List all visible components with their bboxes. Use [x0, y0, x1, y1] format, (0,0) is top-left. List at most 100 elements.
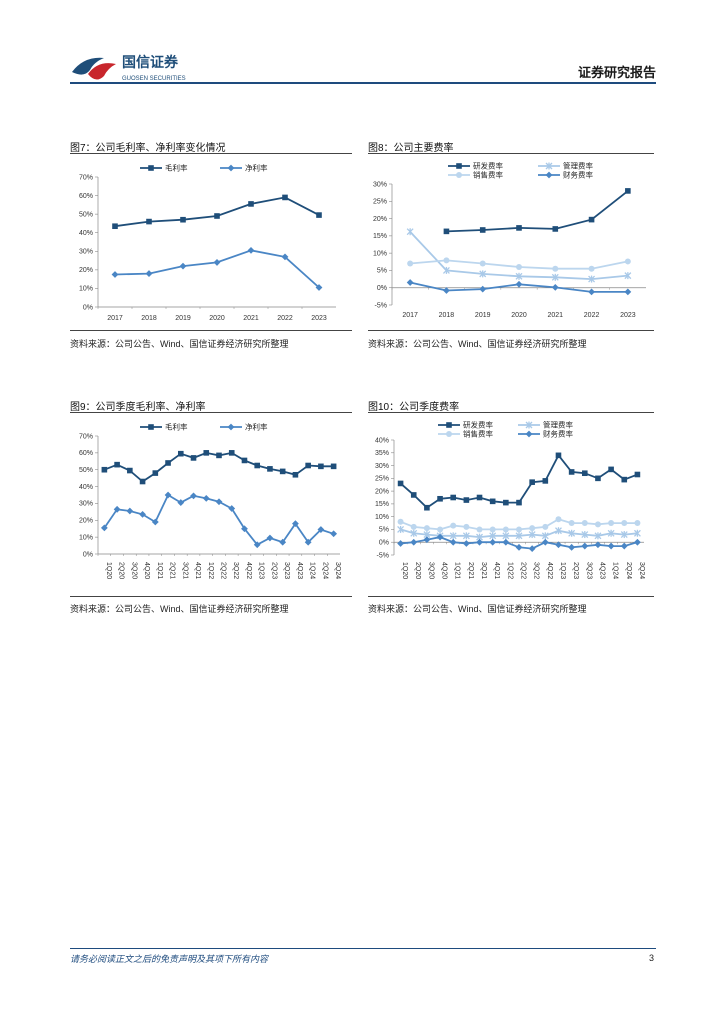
- data-point: [449, 532, 457, 540]
- series-line: [409, 231, 628, 281]
- figure-8-bottom-rule: [368, 330, 654, 331]
- data-point: [552, 226, 559, 232]
- data-point: [410, 492, 417, 498]
- data-point: [463, 497, 470, 503]
- figure-9-chart: 0% 10% 20% 30% 40% 50% 60% 70% 1Q20 2Q20 3Q20 4Q20 1…: [79, 422, 341, 580]
- data-point: [214, 213, 220, 219]
- data-point: [213, 259, 221, 266]
- data-point: [424, 504, 430, 511]
- data-point: [608, 520, 615, 527]
- series-2: [397, 516, 641, 533]
- data-point: [551, 273, 559, 281]
- y-tick-label: 70%: [79, 174, 93, 181]
- legend-marker: [456, 172, 462, 178]
- data-point: [625, 188, 631, 194]
- x-tick-label: 1Q21: [156, 562, 163, 579]
- data-point: [101, 466, 108, 473]
- y-tick-label: 20%: [375, 488, 389, 495]
- x-tick-label: 2023: [311, 315, 327, 322]
- data-point: [423, 525, 430, 532]
- x-tick-label: 4Q23: [598, 562, 605, 579]
- header-divider: [70, 82, 656, 84]
- data-point: [588, 275, 596, 283]
- x-tick-label: 2Q23: [572, 562, 579, 579]
- x-tick-label: 3Q21: [480, 562, 487, 579]
- data-point: [330, 530, 338, 538]
- y-tick-label: 25%: [373, 199, 387, 206]
- figure-8-source: 资料来源：公司公告、Wind、国信证券经济研究所整理: [368, 339, 587, 349]
- x-tick-label: 2022: [584, 312, 600, 319]
- figure-10-top-rule: [368, 412, 654, 413]
- x-tick-label: 1Q22: [207, 562, 214, 579]
- x-tick-label: 3Q22: [533, 562, 540, 579]
- figure-9-title: 图9：公司季度毛利率、净利率: [70, 402, 206, 413]
- y-tick-label: 30%: [79, 249, 93, 256]
- x-tick-label: 2020: [511, 312, 527, 319]
- data-point: [406, 228, 414, 236]
- data-point: [529, 525, 536, 532]
- y-tick-label: 15%: [375, 501, 389, 508]
- x-tick-label: 1Q20: [401, 562, 408, 579]
- data-point: [515, 272, 523, 280]
- data-point: [634, 520, 641, 527]
- data-point: [541, 532, 549, 540]
- data-point: [594, 532, 602, 540]
- legend-label: 研发费率: [463, 420, 493, 430]
- data-point: [112, 223, 118, 230]
- data-point: [253, 541, 261, 549]
- data-point: [516, 526, 522, 533]
- data-point: [555, 516, 562, 523]
- x-tick-label: 2Q22: [520, 562, 527, 579]
- data-point: [190, 492, 197, 500]
- data-point: [146, 218, 152, 225]
- data-point: [397, 540, 404, 547]
- footer-divider: [70, 948, 656, 949]
- figure-10-title: 图10：公司季度费率: [368, 402, 460, 413]
- data-point: [515, 280, 523, 288]
- series-1: [406, 228, 632, 283]
- figure-8-chart: -5% 0% 5% 10% 15% 20% 25% 30% 2017 2018 2019 2020 20…: [373, 161, 646, 319]
- y-tick-label: 35%: [375, 450, 389, 457]
- y-tick-label: 30%: [375, 463, 389, 470]
- figure-10-source: 资料来源：公司公告、Wind、国信证券经济研究所整理: [368, 604, 587, 614]
- y-tick-label: 20%: [373, 216, 387, 223]
- data-point: [202, 494, 210, 502]
- data-point: [607, 529, 615, 537]
- data-point: [410, 529, 418, 537]
- x-tick-label: 2Q20: [118, 562, 125, 579]
- figure-9-bottom-rule: [70, 596, 352, 597]
- x-tick-label: 2022: [277, 315, 293, 322]
- data-point: [152, 470, 159, 476]
- series-line: [114, 196, 320, 228]
- data-point: [449, 538, 457, 546]
- y-tick-label: 10%: [79, 534, 93, 541]
- data-point: [542, 478, 549, 484]
- data-point: [624, 258, 631, 265]
- data-point: [516, 499, 522, 506]
- data-point: [407, 260, 414, 267]
- company-logo: 国信证券 GUOSEN SECURITIES: [70, 50, 220, 86]
- y-tick-label: 10%: [373, 250, 387, 257]
- data-point: [267, 466, 273, 472]
- data-point: [489, 538, 497, 546]
- data-point: [568, 529, 576, 537]
- footer-disclaimer: 请务必阅读正文之后的免责声明及其项下所有内容: [70, 954, 269, 964]
- data-point: [528, 545, 536, 553]
- y-tick-label: 40%: [79, 484, 93, 491]
- y-tick-label: 5%: [379, 527, 389, 534]
- series-1: [100, 491, 338, 549]
- data-point: [555, 527, 562, 535]
- data-point: [581, 542, 589, 550]
- x-tick-label: 4Q20: [143, 562, 150, 579]
- data-point: [180, 216, 186, 223]
- data-point: [305, 462, 311, 469]
- data-point: [304, 538, 312, 546]
- data-point: [177, 499, 185, 506]
- y-tick-label: 40%: [375, 437, 389, 444]
- data-point: [503, 499, 509, 506]
- data-point: [588, 265, 595, 272]
- data-point: [215, 498, 223, 506]
- legend-label: 研发费率: [473, 161, 503, 171]
- data-point: [552, 265, 559, 272]
- series-1: [111, 246, 323, 291]
